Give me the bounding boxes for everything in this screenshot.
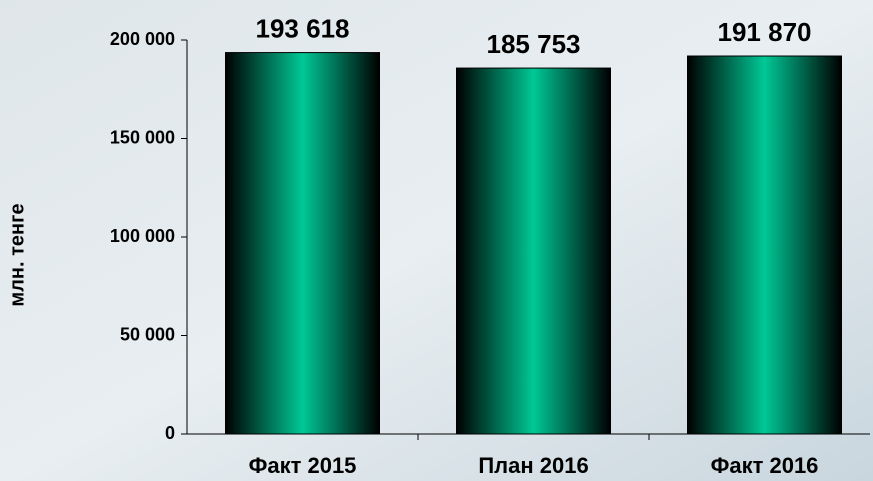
value-label: 193 618 (256, 13, 350, 43)
y-tick-label: 0 (165, 423, 175, 443)
y-tick-label: 200 000 (110, 29, 175, 49)
value-label: 191 870 (718, 17, 812, 47)
y-tick-label: 50 000 (120, 324, 175, 344)
x-tick-label: План 2016 (478, 453, 588, 478)
bar (226, 53, 380, 434)
y-tick-label: 150 000 (110, 127, 175, 147)
x-tick-label: Факт 2015 (249, 453, 357, 478)
chart: млн. тенге 0 50 000 100 000 150 000 200 000 Ф… (0, 0, 873, 481)
y-axis-label: млн. тенге (6, 203, 28, 306)
bar (457, 68, 611, 434)
y-tick-label: 100 000 (110, 226, 175, 246)
bar (688, 56, 842, 434)
x-tick-label: Факт 2016 (711, 453, 819, 478)
value-label: 185 753 (487, 29, 581, 59)
